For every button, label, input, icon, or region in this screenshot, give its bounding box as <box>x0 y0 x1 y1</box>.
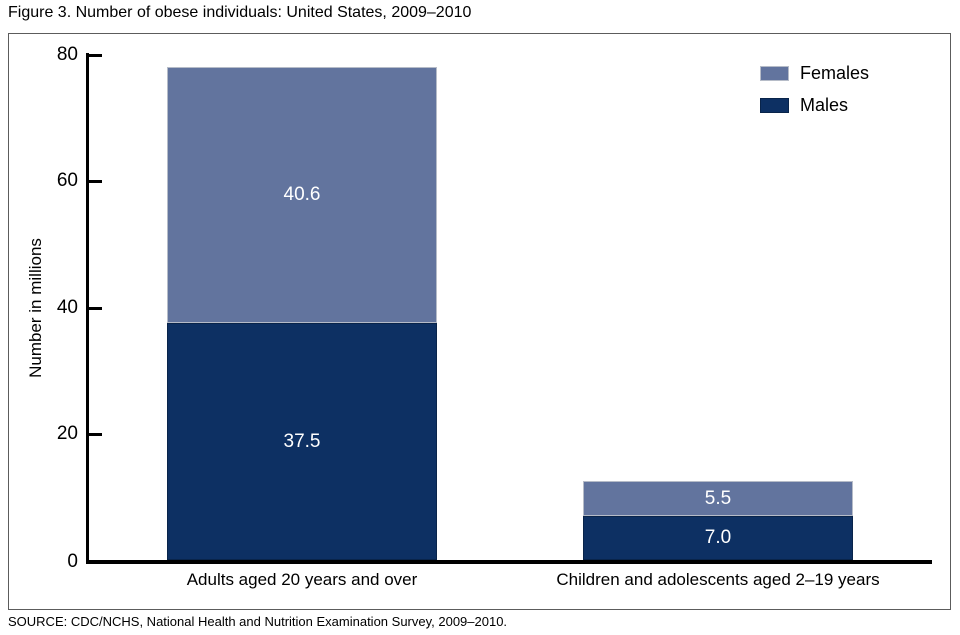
legend-swatch-males <box>760 98 789 113</box>
bar-segment-males: 7.0 <box>583 516 853 560</box>
y-tick-label: 40 <box>56 296 78 318</box>
y-tick-mark <box>89 432 102 436</box>
x-axis-line <box>86 560 932 564</box>
y-tick-mark <box>89 306 102 310</box>
source-note: SOURCE: CDC/NCHS, National Health and Nu… <box>8 614 508 629</box>
legend-item-males: Males <box>760 95 848 116</box>
bar-value-label: 37.5 <box>283 430 321 452</box>
bar-value-label: 7.0 <box>704 527 732 548</box>
y-tick-label: 60 <box>56 170 78 192</box>
y-tick-mark <box>89 180 102 184</box>
bar-value-label: 40.6 <box>283 184 321 205</box>
y-tick-mark <box>89 54 102 57</box>
bar-value-label: 5.5 <box>704 487 732 509</box>
y-tick-label: 80 <box>56 44 78 65</box>
x-category-label: Adults aged 20 years and over <box>186 570 418 589</box>
y-tick-label: 0 <box>67 551 78 572</box>
legend-item-females: Females <box>760 63 869 84</box>
bar-segment-females: 40.6 <box>167 67 437 323</box>
bar-segment-males: 37.5 <box>167 323 437 560</box>
legend-swatch-females <box>760 66 789 81</box>
y-tick-label: 20 <box>56 422 78 444</box>
legend-label: Males <box>800 95 849 115</box>
bar-segment-females: 5.5 <box>583 481 853 516</box>
x-category-label: Children and adolescents aged 2–19 years <box>556 570 880 589</box>
legend-label: Females <box>800 63 870 83</box>
figure-title: Figure 3. Number of obese individuals: U… <box>8 4 472 21</box>
y-axis-line <box>86 53 89 564</box>
